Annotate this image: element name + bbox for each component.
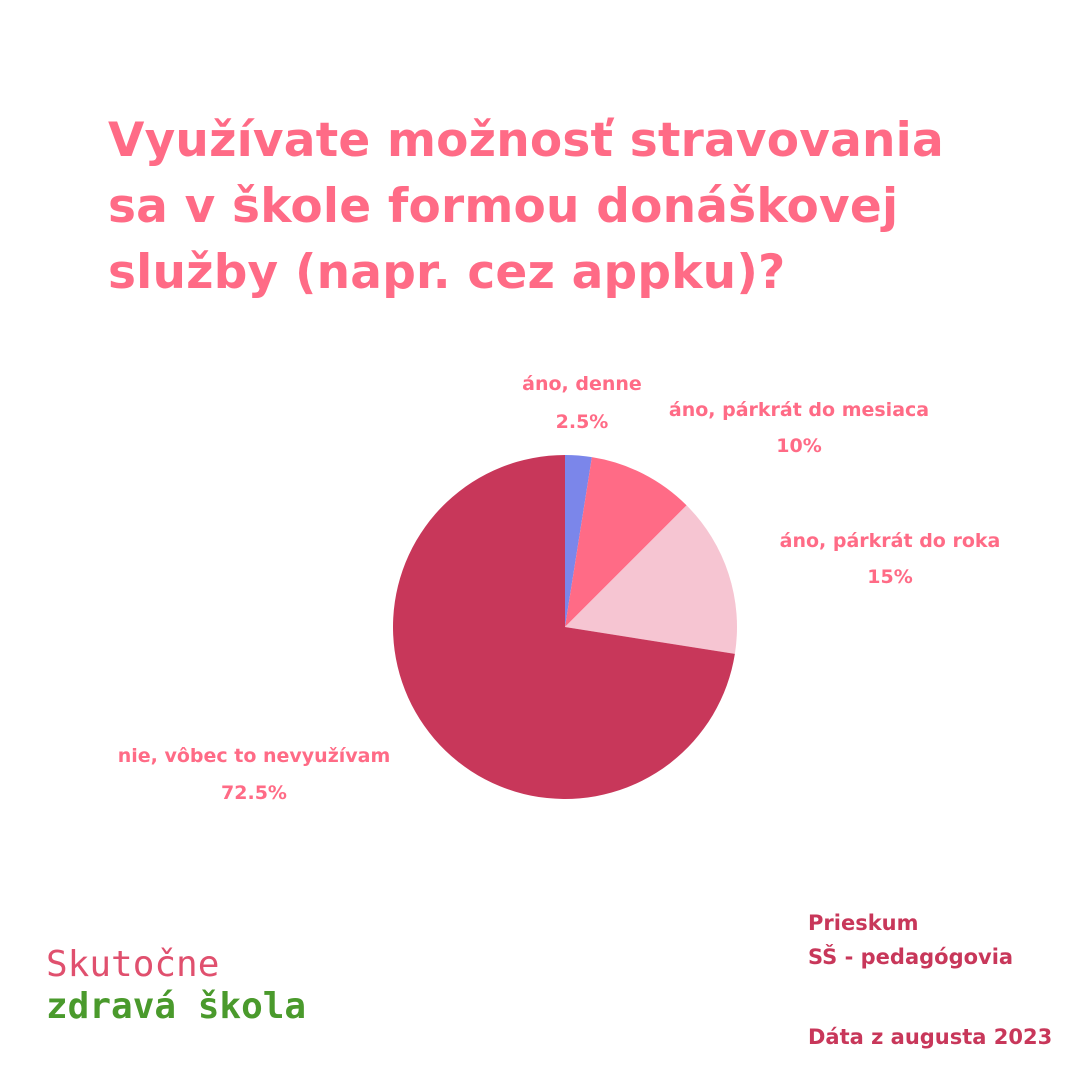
- slice-value-1: 10%: [776, 435, 821, 457]
- title-line-2: sa v škole formou donáškovej: [108, 179, 899, 234]
- survey-label: Prieskum: [808, 911, 919, 935]
- survey-info: Prieskum SŠ - pedagógovia Dáta z augusta…: [808, 906, 1052, 1049]
- brand-line-2: zdravá škola: [46, 986, 307, 1027]
- slice-label-0: áno, denne: [522, 373, 642, 395]
- brand-logo: Skutočne zdravá škola: [46, 944, 306, 1028]
- slice-value-0: 2.5%: [556, 411, 609, 433]
- pie-slice-2: [565, 505, 737, 654]
- pie-slice-0: [565, 455, 592, 627]
- brand-line-1: Skutočne: [46, 944, 220, 985]
- slice-value-2: 15%: [867, 566, 912, 588]
- pie-slice-3: [393, 455, 735, 799]
- survey-date: Dáta z augusta 2023: [808, 1025, 1053, 1049]
- pie-labels: áno, denne 2.5% áno, párkrát do mesiaca 10%…: [118, 373, 1001, 804]
- slice-label-2: áno, párkrát do roka: [780, 530, 1001, 552]
- title-line-1: Využívate možnosť stravovania: [108, 113, 944, 168]
- slice-value-3: 72.5%: [221, 782, 287, 804]
- title-line-3: služby (napr. cez appku)?: [108, 245, 786, 300]
- chart-title: Využívate možnosť stravovania sa v škole…: [108, 108, 1008, 306]
- pie-slice-1: [565, 457, 687, 627]
- pie-slices: [393, 455, 737, 799]
- survey-group: SŠ - pedagógovia: [808, 945, 1014, 969]
- slice-label-3: nie, vôbec to nevyužívam: [118, 745, 391, 767]
- slice-label-1: áno, párkrát do mesiaca: [669, 399, 929, 421]
